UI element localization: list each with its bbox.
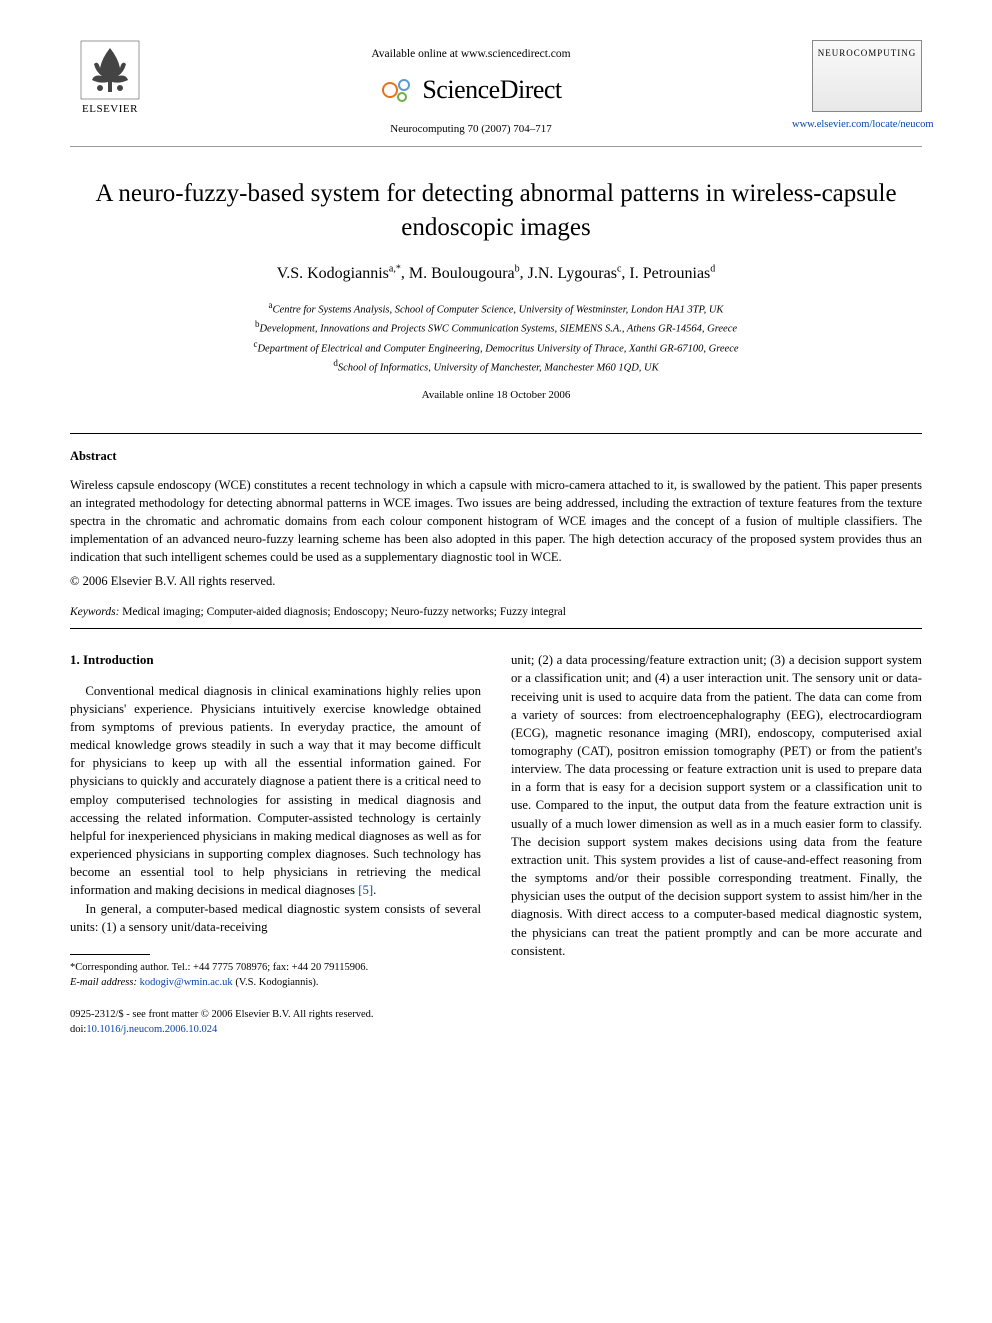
column-left: 1. Introduction Conventional medical dia…: [70, 651, 481, 1037]
intro-paragraph-2: In general, a computer-based medical dia…: [70, 900, 481, 936]
abstract-copyright: © 2006 Elsevier B.V. All rights reserved…: [70, 573, 922, 591]
available-date: Available online 18 October 2006: [70, 388, 922, 403]
journal-homepage-link[interactable]: www.elsevier.com/locate/neucom: [792, 118, 922, 133]
journal-header: ELSEVIER Available online at www.science…: [70, 40, 922, 138]
article-title: A neuro-fuzzy-based system for detecting…: [70, 177, 922, 245]
header-center: Available online at www.sciencedirect.co…: [150, 40, 792, 138]
issn-line: 0925-2312/$ - see front matter © 2006 El…: [70, 1008, 481, 1023]
corresponding-author-footnote: *Corresponding author. Tel.: +44 7775 70…: [70, 961, 481, 990]
author-3: J.N. Lygourasc: [528, 265, 622, 282]
reference-link-5[interactable]: [5]: [358, 883, 373, 897]
sciencedirect-icon: [380, 73, 414, 107]
author-4: I. Petrouniasd: [629, 265, 715, 282]
doi-line: doi:10.1016/j.neucom.2006.10.024: [70, 1023, 481, 1038]
keywords-label: Keywords:: [70, 606, 119, 618]
column-right: unit; (2) a data processing/feature extr…: [511, 651, 922, 1037]
footer-copyright: 0925-2312/$ - see front matter © 2006 El…: [70, 1008, 481, 1037]
elsevier-tree-icon: [80, 40, 140, 100]
intro-paragraph-1: Conventional medical diagnosis in clinic…: [70, 682, 481, 900]
body-columns: 1. Introduction Conventional medical dia…: [70, 651, 922, 1037]
abstract-heading: Abstract: [70, 448, 922, 466]
keywords-line: Keywords: Medical imaging; Computer-aide…: [70, 604, 922, 620]
email-label: E-mail address:: [70, 977, 137, 988]
journal-cover-thumb: NEUROCOMPUTING: [812, 40, 922, 112]
elsevier-logo-block: ELSEVIER: [70, 40, 150, 117]
doi-label: doi:: [70, 1024, 86, 1035]
citation-line: Neurocomputing 70 (2007) 704–717: [150, 122, 792, 137]
elsevier-label: ELSEVIER: [82, 102, 138, 117]
doi-link[interactable]: 10.1016/j.neucom.2006.10.024: [86, 1024, 217, 1035]
author-1: V.S. Kodogiannisa,*: [277, 265, 401, 282]
affiliation-d: dSchool of Informatics, University of Ma…: [70, 357, 922, 376]
abstract-bottom-rule: [70, 628, 922, 629]
affiliations: aCentre for Systems Analysis, School of …: [70, 299, 922, 376]
affiliation-a: aCentre for Systems Analysis, School of …: [70, 299, 922, 318]
header-right: NEUROCOMPUTING www.elsevier.com/locate/n…: [792, 40, 922, 133]
header-rule: [70, 146, 922, 147]
sciencedirect-logo: ScienceDirect: [380, 72, 561, 108]
keywords-text: Medical imaging; Computer-aided diagnosi…: [122, 606, 566, 618]
available-online-line: Available online at www.sciencedirect.co…: [150, 46, 792, 62]
email-author-name: (V.S. Kodogiannis).: [235, 977, 318, 988]
corr-author-line: *Corresponding author. Tel.: +44 7775 70…: [70, 961, 481, 976]
footnote-rule: [70, 954, 150, 955]
authors-line: V.S. Kodogiannisa,*, M. Boulougourab, J.…: [70, 262, 922, 285]
affiliation-b: bDevelopment, Innovations and Projects S…: [70, 318, 922, 337]
email-line: E-mail address: kodogiv@wmin.ac.uk (V.S.…: [70, 976, 481, 991]
abstract-body: Wireless capsule endoscopy (WCE) constit…: [70, 476, 922, 567]
abstract-top-rule: [70, 433, 922, 434]
sciencedirect-text: ScienceDirect: [422, 72, 561, 108]
section-1-heading: 1. Introduction: [70, 651, 481, 669]
email-address-link[interactable]: kodogiv@wmin.ac.uk: [140, 977, 233, 988]
intro-paragraph-2-cont: unit; (2) a data processing/feature extr…: [511, 651, 922, 960]
affiliation-c: cDepartment of Electrical and Computer E…: [70, 338, 922, 357]
author-2: M. Boulougourab: [409, 265, 520, 282]
